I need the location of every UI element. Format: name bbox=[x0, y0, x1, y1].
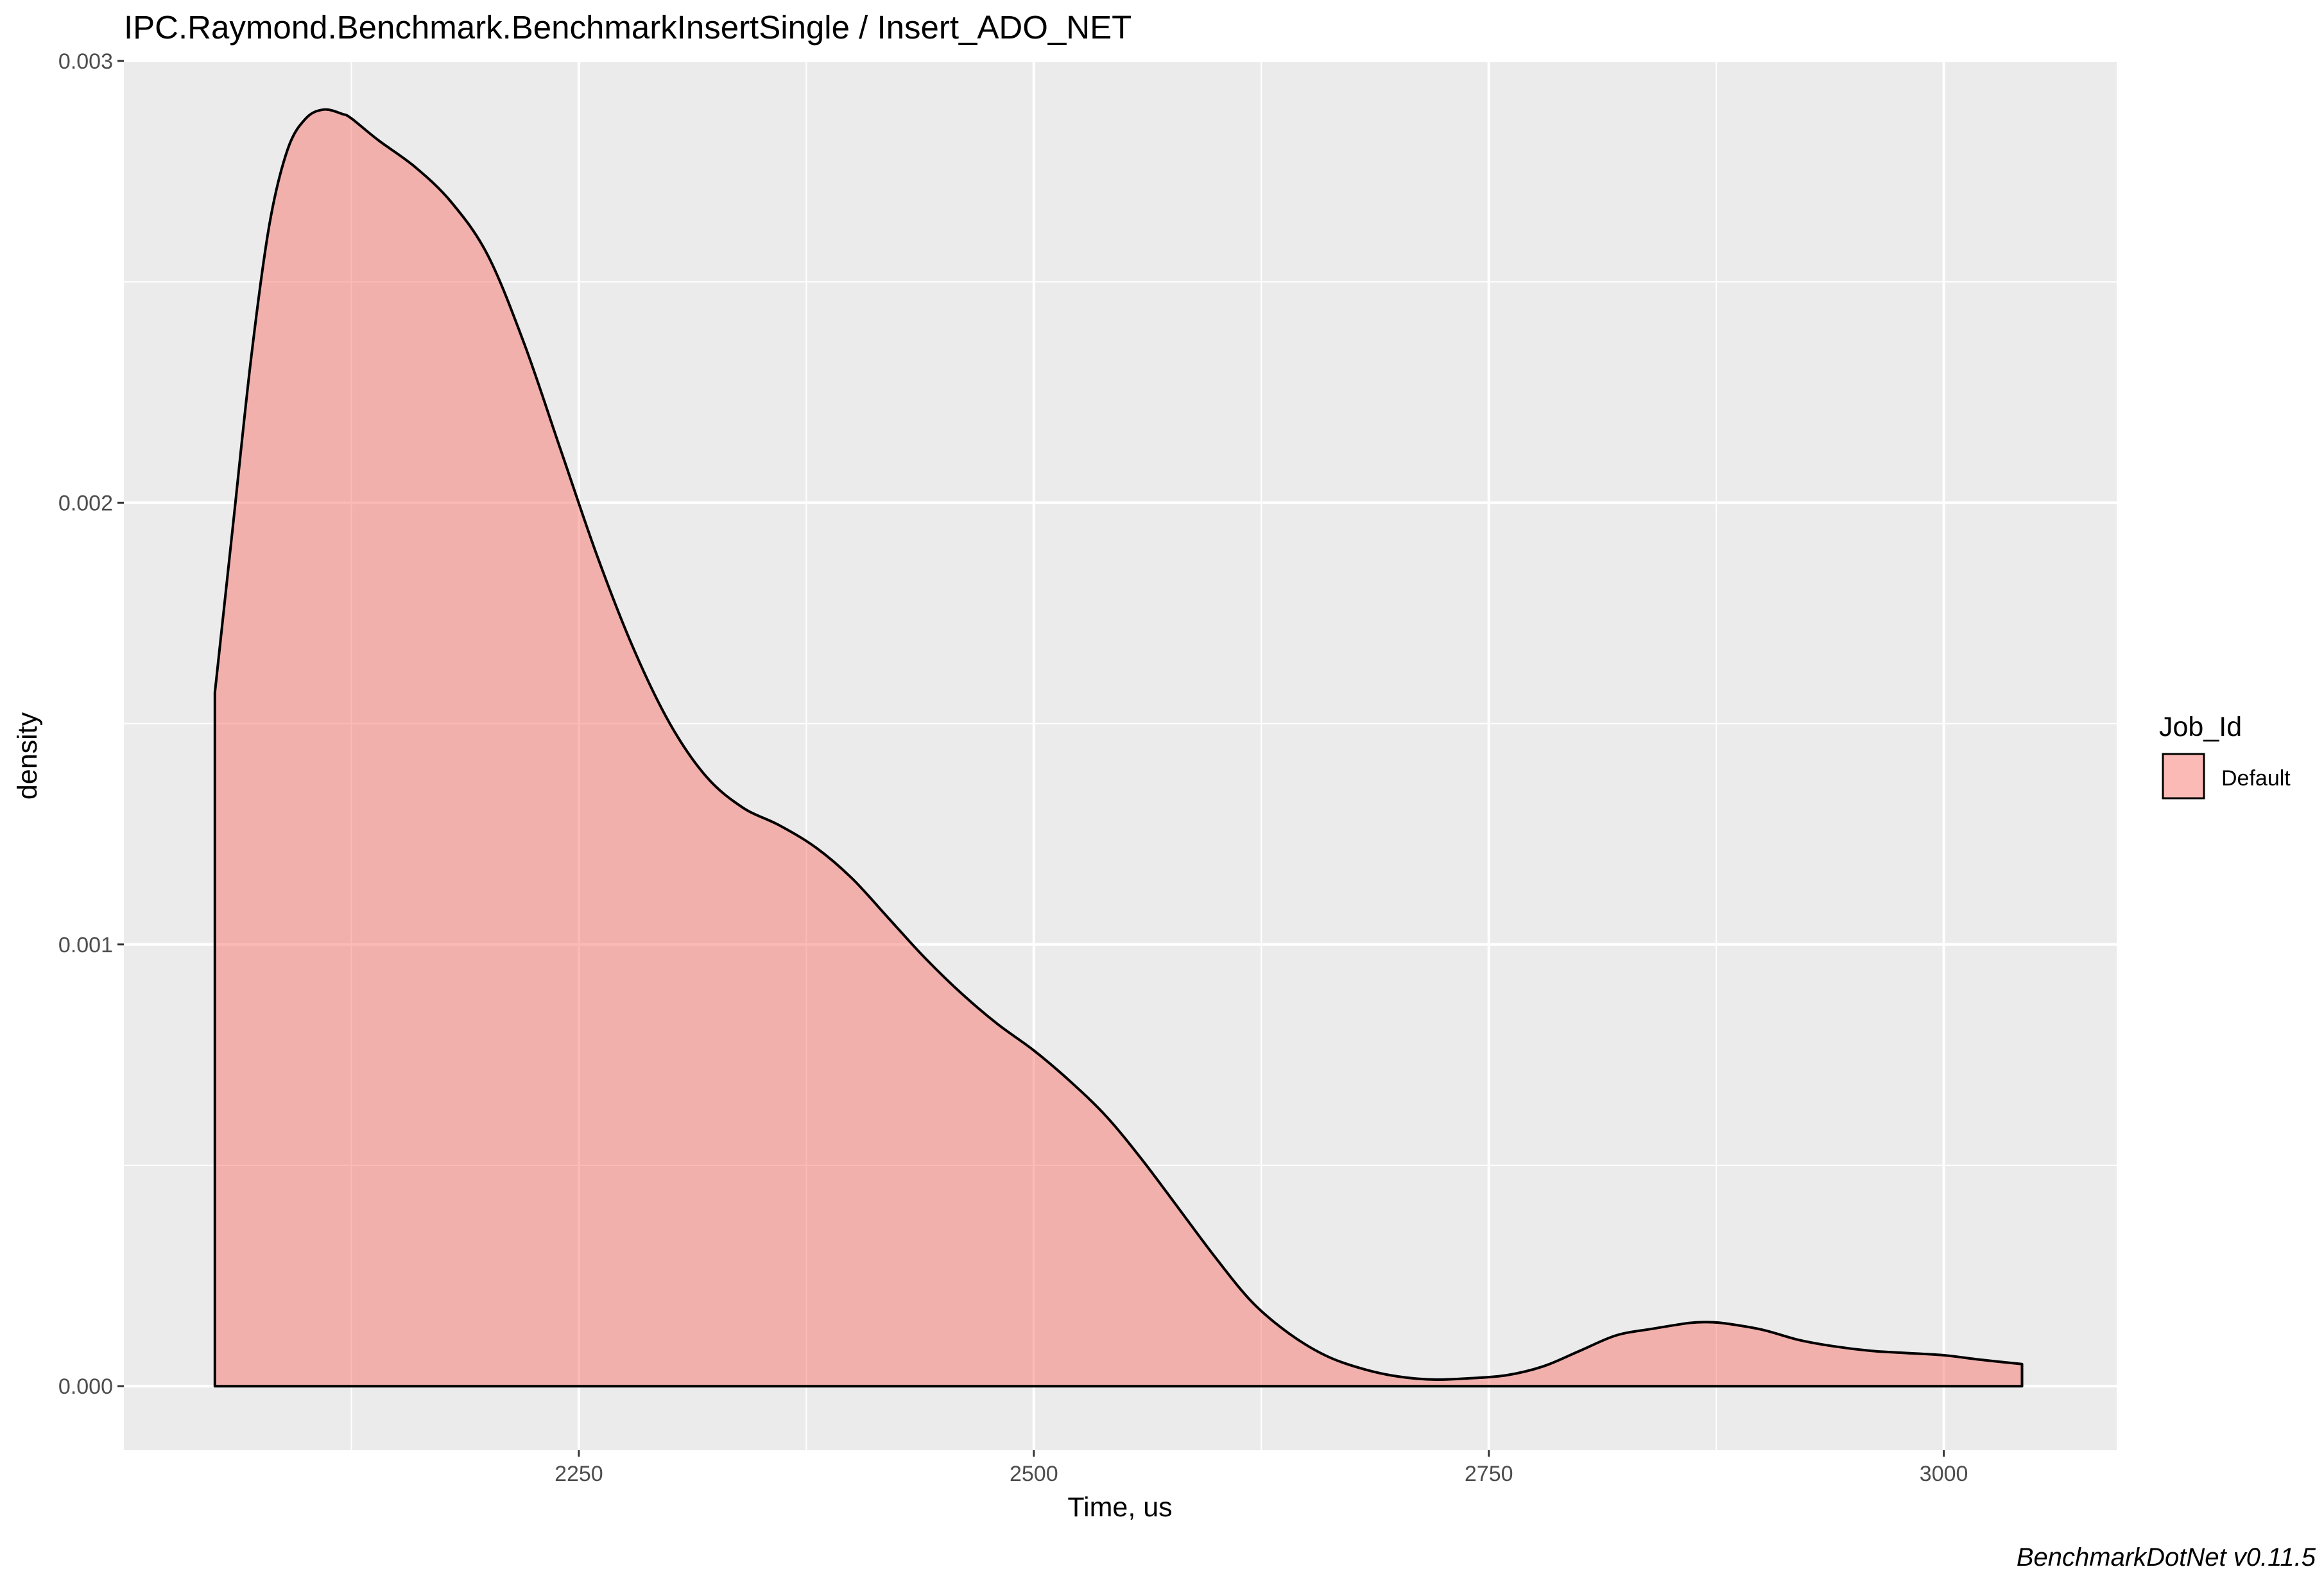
y-tick-label: 0.003 bbox=[58, 49, 113, 74]
y-tick-label: 0.001 bbox=[58, 933, 113, 957]
y-tick-label: 0.000 bbox=[58, 1375, 113, 1399]
x-tick-label: 2500 bbox=[1010, 1462, 1058, 1486]
chart-title: IPC.Raymond.Benchmark.BenchmarkInsertSin… bbox=[124, 9, 1132, 46]
legend-key-default bbox=[2162, 753, 2205, 800]
legend-label-default: Default bbox=[2221, 766, 2291, 791]
x-tick-label: 3000 bbox=[1920, 1462, 1968, 1486]
legend: Job_Id Default bbox=[2159, 712, 2291, 800]
density-area-default bbox=[213, 108, 2024, 1388]
y-tick-label: 0.002 bbox=[58, 491, 113, 515]
x-axis-title: Time, us bbox=[1067, 1492, 1172, 1523]
x-tick-label: 2250 bbox=[555, 1462, 603, 1486]
x-axis: 2250 2500 2750 3000 bbox=[555, 1450, 1968, 1486]
y-axis-title: density bbox=[12, 712, 43, 800]
legend-title: Job_Id bbox=[2159, 712, 2242, 742]
y-axis: 0.000 0.001 0.002 0.003 bbox=[58, 49, 124, 1399]
x-tick-label: 2750 bbox=[1465, 1462, 1513, 1486]
caption: BenchmarkDotNet v0.11.5 bbox=[2017, 1543, 2316, 1572]
